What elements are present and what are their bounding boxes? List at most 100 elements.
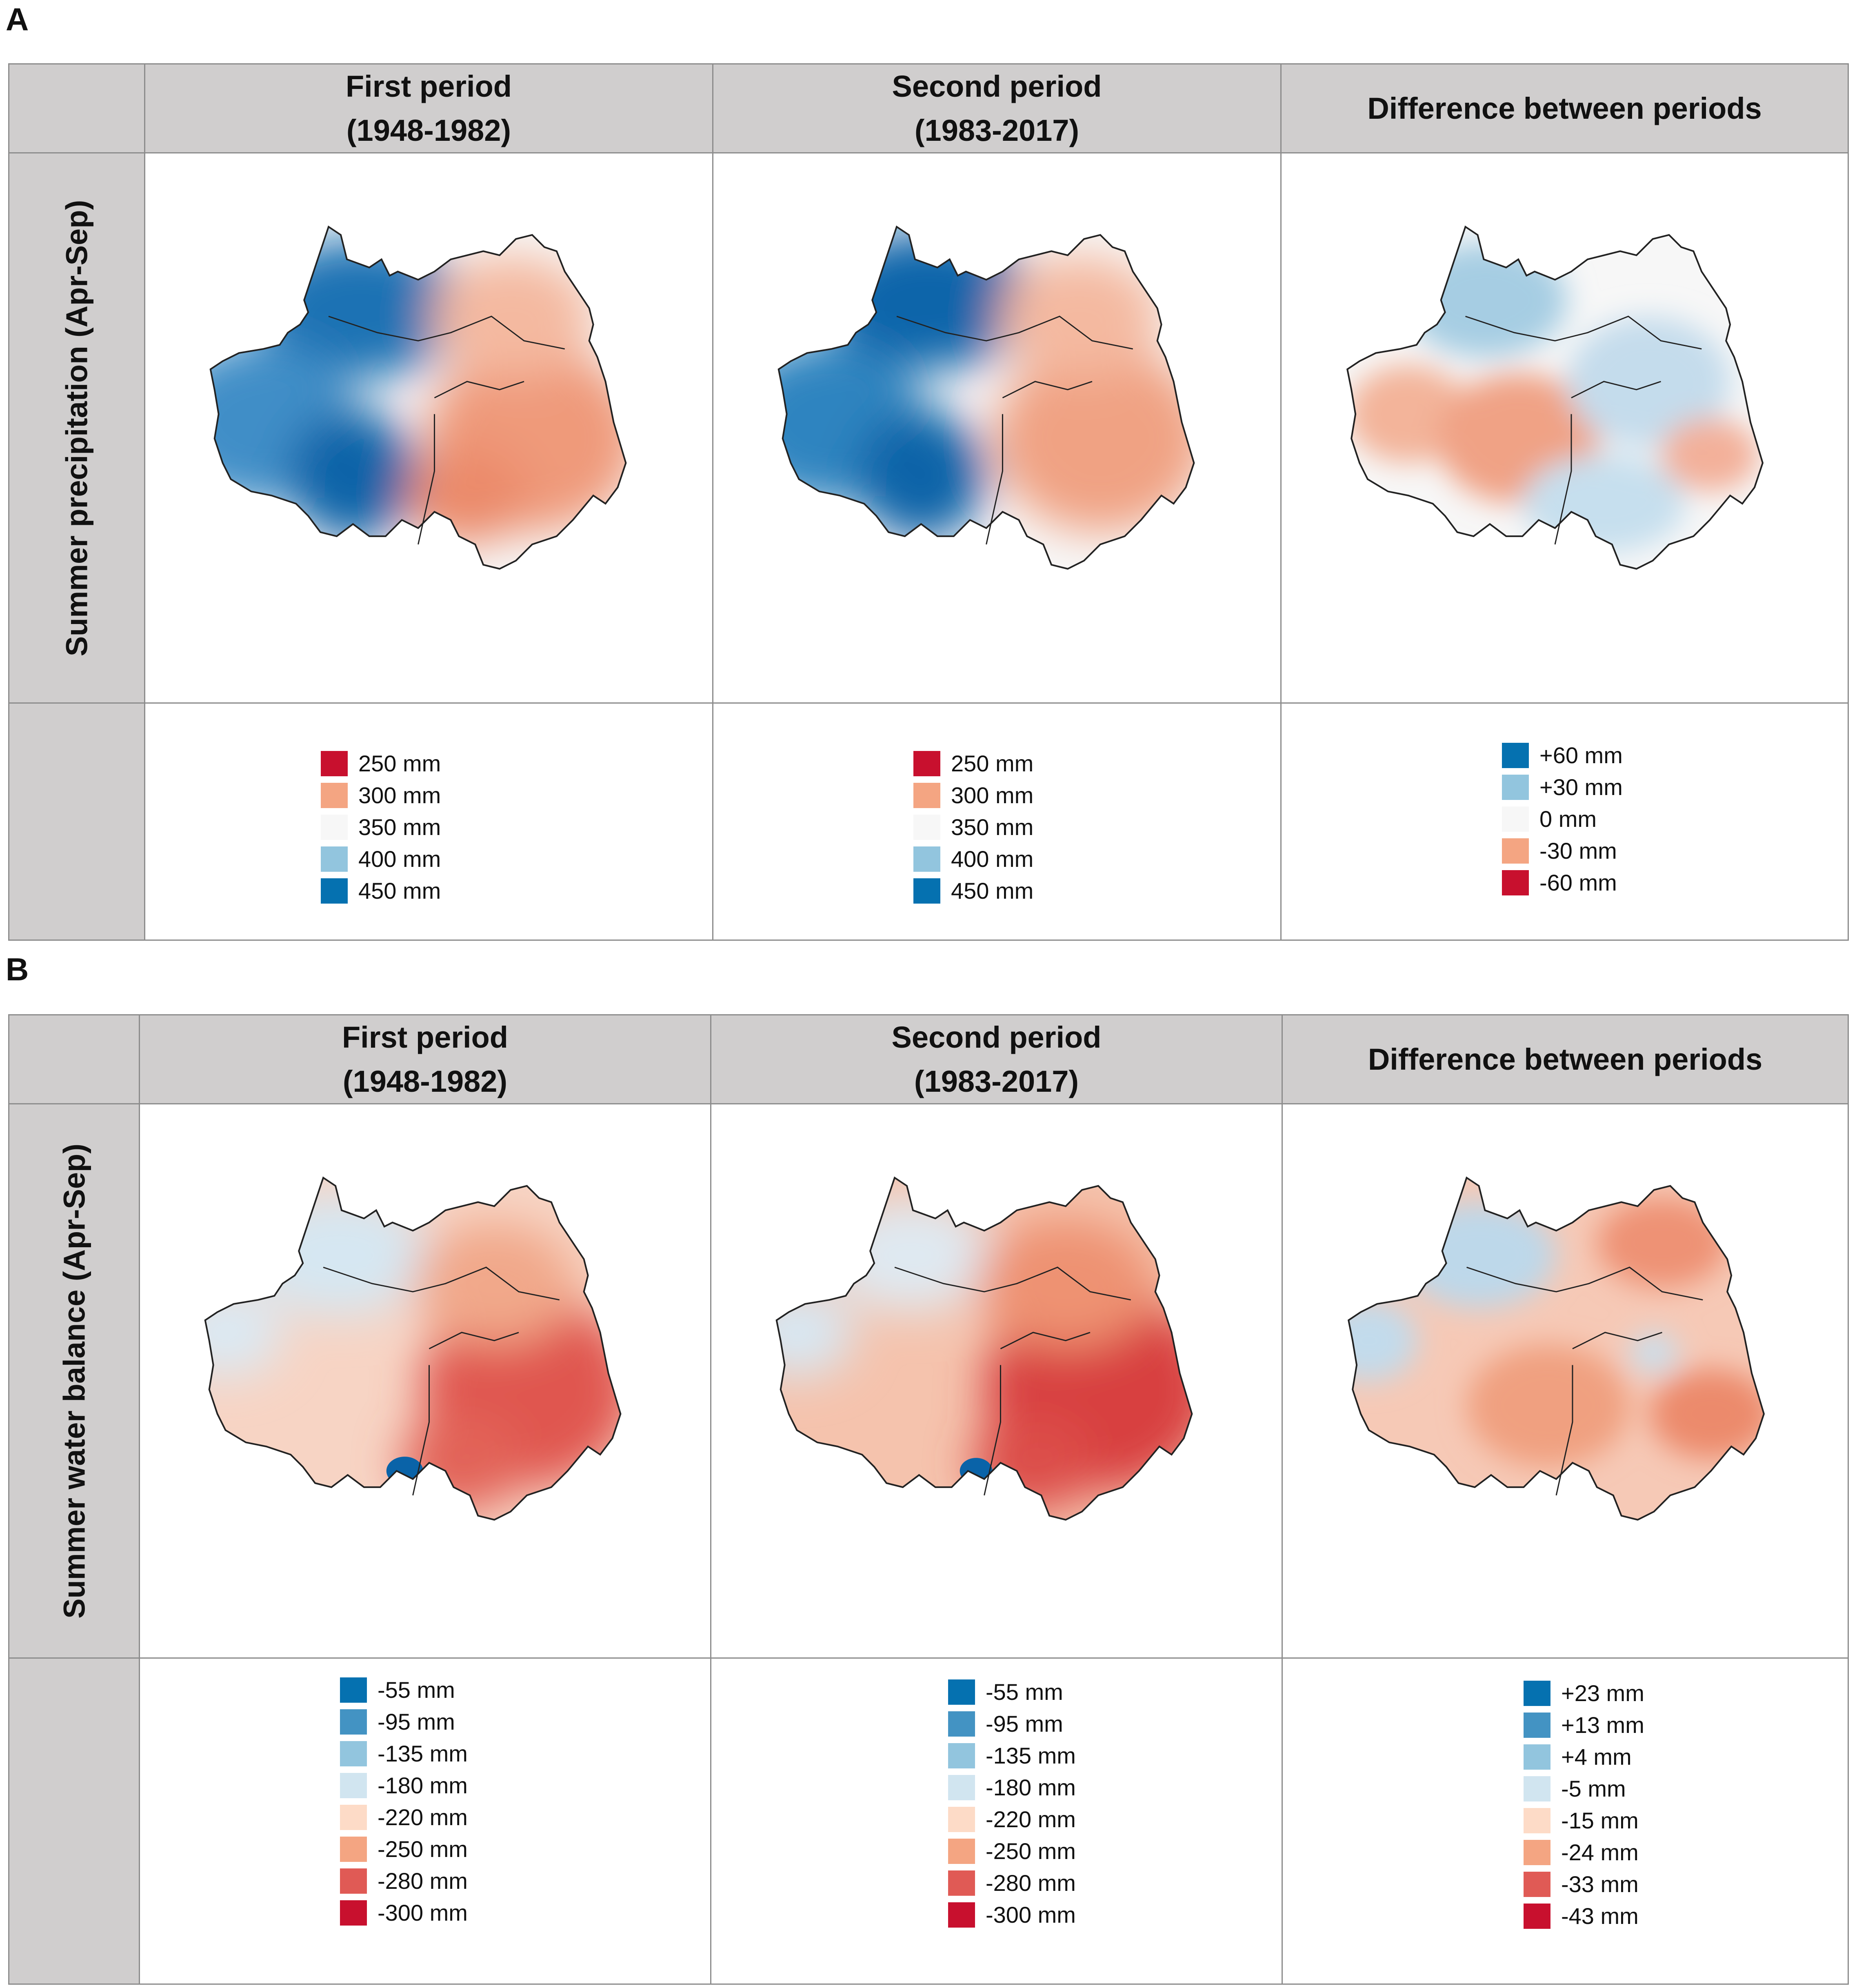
legend-label: 400 mm <box>951 846 1034 872</box>
legend-swatch <box>948 1775 975 1800</box>
panel-b-map-first-cell <box>140 1104 711 1659</box>
panel-a-header-diff: Difference between periods <box>1282 64 1848 153</box>
legend-swatch <box>913 815 940 840</box>
legend-swatch <box>321 783 348 808</box>
header-title: Second period <box>891 1020 1102 1054</box>
legend-swatch <box>340 1805 367 1830</box>
panel-a-map-first-cell <box>145 153 713 704</box>
header-years: (1948-1982) <box>346 113 511 147</box>
panel-a-map-diff-cell <box>1282 153 1848 704</box>
panel-b-map-second-cell <box>711 1104 1283 1659</box>
legend-label: -135 mm <box>986 1743 1076 1768</box>
legend-swatch <box>948 1743 975 1768</box>
legend-label: +4 mm <box>1561 1744 1632 1770</box>
legend-label: 250 mm <box>358 751 441 776</box>
legend-swatch <box>1524 1713 1550 1738</box>
legend-label: +60 mm <box>1539 742 1623 768</box>
legend-swatch <box>913 751 940 776</box>
legend-label: -220 mm <box>986 1806 1076 1832</box>
legend-swatch <box>340 1709 367 1735</box>
legend-swatch <box>1502 806 1529 832</box>
legend-label: -180 mm <box>378 1773 468 1798</box>
legend-swatch <box>1524 1681 1550 1706</box>
header-title: Second period <box>892 69 1102 103</box>
legend-swatch <box>340 1741 367 1766</box>
legend-label: 400 mm <box>358 846 441 872</box>
header-years: (1983-2017) <box>914 1064 1079 1098</box>
legend-label: -250 mm <box>986 1838 1076 1864</box>
panel-b-map-diff-cell <box>1283 1104 1848 1659</box>
legend-label: 0 mm <box>1539 806 1597 832</box>
legend-label: 300 mm <box>951 782 1034 808</box>
legend-swatch <box>948 1870 975 1896</box>
legend-label: +23 mm <box>1561 1680 1644 1706</box>
legend-swatch <box>321 815 348 840</box>
legend-swatch <box>948 1807 975 1832</box>
legend-swatch <box>913 878 940 904</box>
legend-swatch <box>1502 743 1529 768</box>
header-title: Difference between periods <box>1367 91 1762 125</box>
waterbalance-map-second <box>775 1177 1193 1521</box>
legend-label: -300 mm <box>986 1902 1076 1928</box>
legend-swatch <box>340 1837 367 1862</box>
legend-label: +30 mm <box>1539 774 1623 800</box>
legend-swatch <box>340 1868 367 1894</box>
panel-b-header-first: First period (1948-1982) <box>140 1015 711 1104</box>
legend-label: 350 mm <box>358 814 441 840</box>
panel-b-header-diff: Difference between periods <box>1283 1015 1848 1104</box>
legend-label: -33 mm <box>1561 1871 1639 1897</box>
legend-swatch <box>948 1839 975 1864</box>
legend-label: -5 mm <box>1561 1776 1626 1801</box>
legend-label: -135 mm <box>378 1741 468 1766</box>
legend-label: 450 mm <box>358 878 441 904</box>
panel-a-corner-cell <box>9 64 145 153</box>
row-label: Summer precipitation (Apr-Sep) <box>60 200 94 656</box>
legend-label: -55 mm <box>986 1679 1063 1705</box>
panel-b-header-second: Second period (1983-2017) <box>711 1015 1283 1104</box>
legend-label: -280 mm <box>378 1868 468 1894</box>
panel-b-row-label-cell: Summer water balance (Apr-Sep) <box>9 1104 140 1659</box>
legend-swatch <box>1524 1744 1550 1770</box>
legend-label: 250 mm <box>951 751 1034 776</box>
row-label: Summer water balance (Apr-Sep) <box>57 1143 91 1619</box>
legend-label: -55 mm <box>378 1677 455 1703</box>
panel-a-legend-diff-cell: +60 mm +30 mm 0 mm -30 mm -60 mm <box>1282 704 1848 940</box>
panel-a-header-second: Second period (1983-2017) <box>713 64 1282 153</box>
legend-label: -180 mm <box>986 1775 1076 1800</box>
legend-swatch <box>948 1679 975 1705</box>
legend-swatch <box>1524 1808 1550 1833</box>
legend-swatch <box>1524 1904 1550 1929</box>
legend-swatch <box>1502 838 1529 864</box>
legend-label: -24 mm <box>1561 1839 1639 1865</box>
legend-swatch <box>1524 1872 1550 1897</box>
legend-label: -95 mm <box>378 1709 455 1735</box>
legend-label: -30 mm <box>1539 838 1617 864</box>
header-years: (1948-1982) <box>342 1064 508 1098</box>
legend-swatch <box>1502 870 1529 895</box>
legend-swatch <box>1502 775 1529 800</box>
panel-b-legend-second-cell: -55 mm -95 mm -135 mm -180 mm -220 mm -250 mm… <box>711 1659 1283 1984</box>
legend-swatch <box>913 846 940 872</box>
panel-b-table: First period (1948-1982) Second period (19… <box>8 1014 1849 1985</box>
legend-label: 350 mm <box>951 814 1034 840</box>
panel-a-header-first: First period (1948-1982) <box>145 64 713 153</box>
panel-b-letter: B <box>6 951 29 987</box>
panel-a-row-label-cell: Summer precipitation (Apr-Sep) <box>9 153 145 704</box>
legend-swatch <box>340 1900 367 1926</box>
legend-label: -250 mm <box>378 1836 468 1862</box>
panel-a-legend-second-cell: 250 mm 300 mm 350 mm 400 mm 450 mm <box>713 704 1282 940</box>
legend-label: -60 mm <box>1539 870 1617 895</box>
precip-map-first <box>209 226 627 570</box>
legend-label: -300 mm <box>378 1900 468 1926</box>
legend-swatch <box>321 846 348 872</box>
header-title: Difference between periods <box>1368 1042 1763 1076</box>
legend-swatch <box>1524 1840 1550 1865</box>
legend-label: +13 mm <box>1561 1712 1644 1738</box>
panel-a-table: First period (1948-1982) Second period (19… <box>8 63 1849 941</box>
panel-b-corner-cell <box>9 1015 140 1104</box>
panel-b-legend-diff-cell: +23 mm +13 mm +4 mm -5 mm -15 mm -24 mm -33 mm… <box>1283 1659 1848 1984</box>
legend-label: -220 mm <box>378 1804 468 1830</box>
legend-label: -280 mm <box>986 1870 1076 1896</box>
header-title: First period <box>342 1020 509 1054</box>
legend-swatch <box>321 751 348 776</box>
